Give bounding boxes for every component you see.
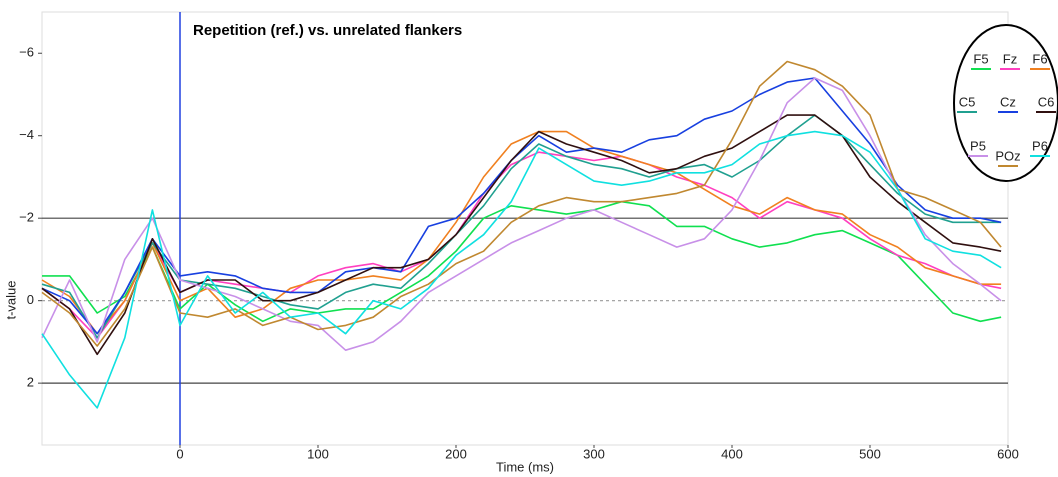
y-tick-label: −6 <box>19 45 34 60</box>
x-tick-label: 600 <box>997 446 1019 461</box>
legend: F5 Fz F6 C5 Cz C6 P5 POz P6 <box>953 24 1058 182</box>
x-axis-label: Time (ms) <box>496 459 554 474</box>
series-line <box>41 77 1002 335</box>
x-tick-label: 400 <box>721 446 743 461</box>
series-line <box>41 114 1002 356</box>
series-line <box>41 130 1002 409</box>
x-tick-label: 300 <box>583 446 605 461</box>
legend-label: P5 <box>970 138 986 153</box>
y-tick-label: −4 <box>19 127 34 142</box>
x-tick-label: 100 <box>307 446 329 461</box>
legend-label: C5 <box>959 94 976 109</box>
y-tick-label: 2 <box>27 375 34 390</box>
series-line <box>41 130 1002 335</box>
x-tick-label: 0 <box>176 446 183 461</box>
series-line <box>42 200 1002 323</box>
legend-box <box>953 24 1058 182</box>
legend-label: F5 <box>973 51 988 66</box>
series-line <box>41 60 1002 347</box>
legend-label: C6 <box>1038 94 1055 109</box>
legend-label: Cz <box>1000 94 1016 109</box>
y-tick-label: −2 <box>19 210 34 225</box>
legend-label: POz <box>995 148 1020 163</box>
y-tick-label: 0 <box>27 292 34 307</box>
y-axis-label: t-value <box>3 280 18 319</box>
x-tick-label: 200 <box>445 446 467 461</box>
x-tick-label: 500 <box>859 446 881 461</box>
legend-label: P6 <box>1032 138 1048 153</box>
chart-title: Repetition (ref.) vs. unrelated flankers <box>193 22 462 39</box>
series-line <box>41 77 1002 351</box>
plot-frame <box>41 11 1009 446</box>
legend-label: F6 <box>1032 51 1047 66</box>
legend-label: Fz <box>1003 51 1017 66</box>
